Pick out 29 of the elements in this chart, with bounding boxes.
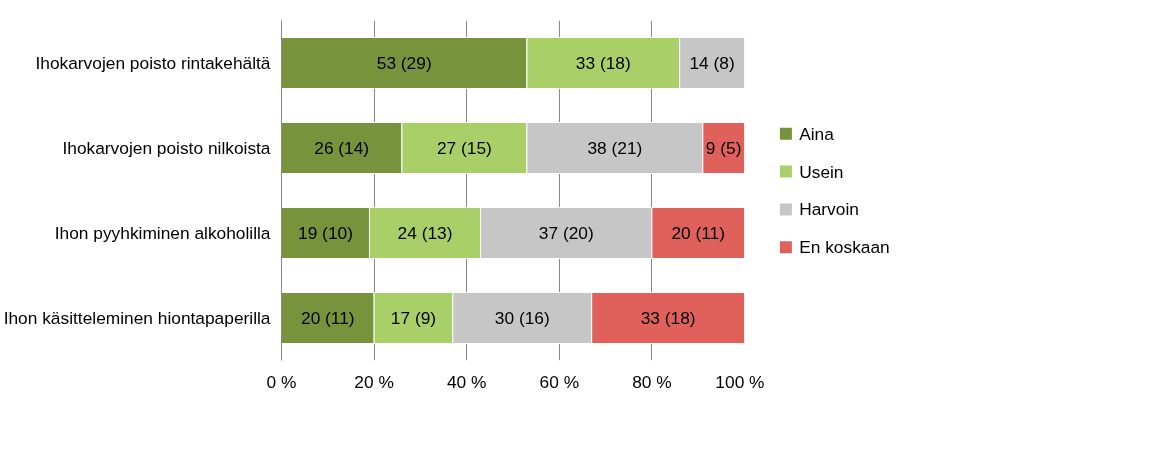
- data-label: 20 (11): [300, 308, 355, 328]
- data-label: 9 (5): [705, 138, 742, 158]
- legend-label: Aina: [799, 123, 835, 144]
- data-label: 53 (29): [376, 53, 432, 73]
- y-tick-label: Ihokarvojen poisto rintakehältä: [35, 53, 271, 73]
- data-label: 17 (9): [390, 308, 437, 328]
- x-tick-label: 20 %: [354, 371, 394, 392]
- x-tick-label: 0 %: [266, 371, 297, 392]
- x-tick-label: 80 %: [632, 371, 672, 392]
- data-label: 38 (21): [587, 138, 643, 158]
- data-label: 20 (11): [671, 223, 726, 243]
- x-tick-label: 100 %: [715, 371, 765, 392]
- legend-label: En koskaan: [799, 237, 890, 258]
- y-tick-label: Ihokarvojen poisto nilkoista: [62, 138, 271, 158]
- data-label: 27 (15): [436, 138, 492, 158]
- data-label: 30 (16): [494, 308, 550, 328]
- data-label: 24 (13): [397, 223, 453, 243]
- data-label: 26 (14): [314, 138, 370, 158]
- legend-label: Harvoin: [799, 199, 859, 220]
- data-label: 33 (18): [640, 308, 696, 328]
- x-tick-label: 40 %: [446, 371, 487, 392]
- y-tick-label: Ihon käsitteleminen hiontapaperilla: [3, 308, 271, 328]
- legend-label: Usein: [799, 161, 844, 182]
- y-tick-label: Ihon pyyhkiminen alkoholilla: [54, 223, 271, 243]
- data-label: 37 (20): [538, 223, 594, 243]
- x-tick-label: 60 %: [539, 371, 580, 392]
- data-label: 14 (8): [689, 53, 735, 73]
- data-label: 19 (10): [298, 223, 353, 243]
- data-label: 33 (18): [575, 53, 631, 73]
